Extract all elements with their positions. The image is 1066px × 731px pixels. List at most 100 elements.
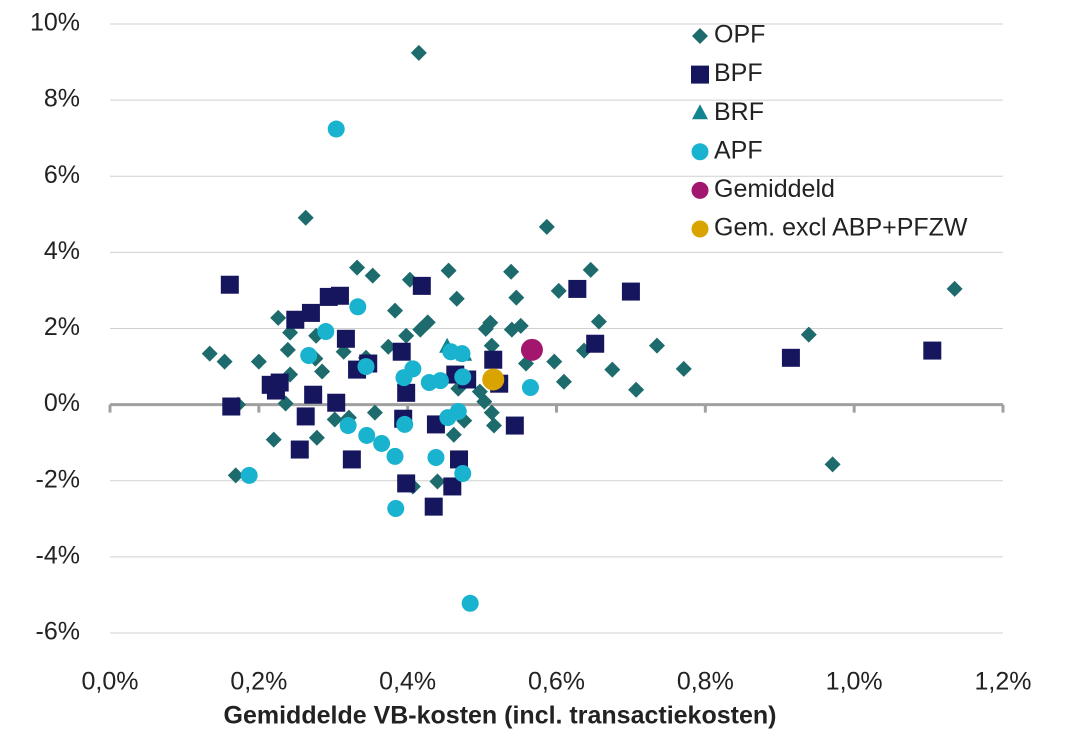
point [290,440,309,459]
y-tick-label: -2% [36,465,80,493]
point [366,404,383,421]
legend-label: Gemiddeld [714,175,835,203]
point [520,338,543,361]
point [410,44,427,61]
point [300,347,318,365]
point [427,449,445,467]
point [424,497,443,516]
point [216,353,233,370]
y-tick-label: 10% [30,9,80,37]
point [387,500,405,518]
point [222,397,241,416]
legend-marker [692,28,708,44]
point [485,417,502,434]
point [336,329,355,348]
point [395,369,413,387]
legend-label: BRF [714,98,764,126]
point [342,450,361,469]
point [301,303,320,322]
legend-marker [691,143,709,161]
point [483,337,500,354]
point [387,302,404,319]
x-tick-label: 0,4% [379,668,436,696]
point [503,263,520,280]
point [297,209,314,226]
point [582,261,599,278]
point [279,341,296,358]
point [503,321,520,338]
point [386,447,404,465]
point [550,282,567,299]
point [373,434,391,452]
point [648,337,665,354]
point [396,415,414,433]
point [590,313,607,330]
point [349,259,366,276]
x-tick-label: 1,0% [826,668,883,696]
point [675,360,692,377]
x-tick-label: 0,0% [82,668,139,696]
point [308,429,325,446]
point [357,358,375,376]
point [454,465,472,483]
point [349,298,367,316]
point [265,431,282,448]
point [483,404,500,421]
x-axis-label: Gemiddelde VB-kosten (incl. transactieko… [224,702,777,730]
x-tick-label: 0,2% [230,668,287,696]
point [450,450,469,469]
point [431,372,449,390]
legend-marker [691,65,709,84]
y-tick-label: 0% [44,389,80,417]
point [586,334,605,353]
point [250,353,267,370]
legend-label: OPF [714,21,765,49]
point [443,477,462,496]
point [270,309,287,326]
point [800,326,817,343]
point [398,327,415,344]
point [412,276,431,295]
point [628,381,645,398]
x-tick-label: 0,6% [528,668,585,696]
legend-marker [691,220,709,238]
point [327,120,345,138]
point [201,345,218,362]
point [330,286,349,305]
point [621,282,640,301]
x-tick-label: 1,2% [975,668,1032,696]
point [449,402,467,420]
point [453,345,471,363]
point [538,218,555,235]
point [296,407,315,426]
legend-label: BPF [714,59,763,87]
legend-marker [692,104,708,120]
point [568,279,587,298]
point [505,416,524,435]
point [824,456,841,473]
point [326,411,343,428]
point [227,467,244,484]
point [484,350,503,369]
point [546,353,563,370]
point [380,338,397,355]
y-tick-label: 2% [44,313,80,341]
point [392,342,411,361]
legend-label: Gem. excl ABP+PFZW [714,214,968,242]
point [220,275,239,294]
y-tick-label: 6% [44,161,80,189]
point [477,320,494,337]
point [445,426,462,443]
point [604,361,621,378]
point [781,348,800,367]
point [923,341,942,360]
x-tick-label: 0,8% [677,668,734,696]
point [358,426,376,444]
y-tick-label: -6% [36,618,80,646]
point [397,474,416,493]
point [327,393,346,412]
point [364,267,381,284]
point [440,262,457,279]
